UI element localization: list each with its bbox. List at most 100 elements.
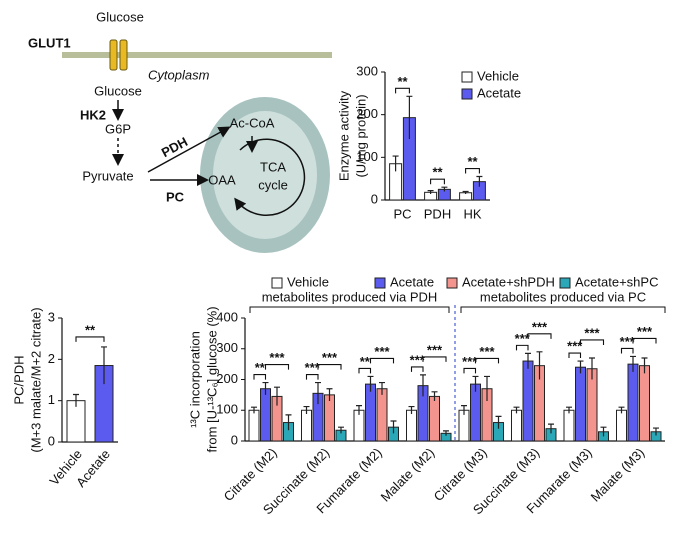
bar (260, 388, 271, 442)
bar (616, 409, 627, 442)
legend-swatch (374, 277, 386, 289)
significance-label: ** (360, 354, 371, 369)
legend-swatch (271, 277, 283, 289)
arrow (147, 126, 231, 173)
y-tick-label: 200 (356, 106, 378, 121)
bar (429, 395, 440, 442)
error-bar (548, 423, 554, 434)
significance-bracket (474, 357, 500, 364)
error-bar (589, 357, 595, 380)
error-bar (101, 346, 107, 385)
significance-label: *** (620, 334, 636, 349)
group-label: metabolites produced via PDH (262, 289, 438, 304)
significance-bracket (527, 333, 552, 339)
y-axis-label: (M+3 malate/M+2 citrate) (28, 307, 43, 452)
y-tick-label: 2 (48, 351, 55, 366)
y-tick-label: 1 (48, 392, 55, 407)
y-tick-label: 400 (216, 309, 238, 324)
error-bar (408, 405, 415, 414)
error-bar (420, 374, 426, 397)
y-axis-label: Enzyme activity (336, 90, 351, 181)
y-tick-label: 200 (216, 371, 238, 386)
y-axis-label: (U/mg protein) (353, 94, 368, 177)
legend-label: Acetate+shPDH (462, 274, 555, 289)
bar (511, 409, 522, 442)
y-axis-label: PC/PDH (11, 355, 26, 404)
error-bar (472, 375, 479, 392)
significance-bracket (430, 178, 445, 185)
label: Pyruvate (82, 168, 133, 183)
significance-label: ** (85, 322, 96, 337)
bar (522, 360, 534, 442)
error-bar (476, 175, 483, 187)
error-bar (367, 375, 374, 392)
error-bar (443, 430, 449, 436)
significance-label: ** (467, 154, 478, 169)
bar (365, 383, 376, 442)
error-bar (390, 420, 397, 434)
legend-swatch (446, 277, 458, 289)
bar (470, 383, 481, 442)
label: GLUT1 (28, 35, 71, 50)
group-bracket (249, 306, 450, 313)
significance-bracket (568, 352, 582, 359)
significance-bracket (369, 357, 395, 364)
error-bar (536, 351, 543, 380)
significance-bracket (305, 374, 319, 380)
label: TCA (260, 159, 286, 174)
error-bar (262, 381, 269, 395)
group-bracket (460, 306, 666, 313)
bar (627, 363, 639, 442)
transporter (109, 39, 118, 71)
transporter (119, 39, 128, 71)
significance-bracket (465, 167, 480, 174)
bar (248, 409, 260, 442)
x-tick-label: PDH (424, 206, 451, 221)
legend-swatch (461, 88, 473, 100)
error-bar (379, 381, 385, 395)
error-bar (653, 427, 659, 436)
label: HK2 (80, 107, 106, 122)
error-bar (431, 391, 438, 402)
cycle-arrow (234, 138, 306, 217)
y-tick-label: 100 (216, 402, 238, 417)
legend-label: Acetate (477, 85, 521, 100)
x-tick-label: HK (463, 206, 481, 221)
group-label: metabolites produced via PC (480, 289, 646, 304)
significance-label: *** (374, 344, 390, 359)
significance-bracket (358, 367, 372, 374)
bar (376, 388, 388, 442)
error-bar (630, 355, 636, 372)
significance-label: *** (462, 354, 478, 369)
error-bar (618, 406, 625, 414)
label: Ac-CoA (230, 115, 275, 130)
significance-bracket (75, 336, 105, 342)
y-tick-label: 100 (356, 149, 378, 164)
label: Glucose (96, 9, 144, 24)
significance-label: ** (255, 360, 266, 375)
x-tick-label: PC (393, 206, 411, 221)
significance-label: *** (637, 324, 653, 339)
y-axis-label: ¹³C incorporation (187, 331, 202, 428)
error-bar (338, 426, 344, 434)
membrane (62, 52, 332, 58)
bar (406, 409, 417, 442)
error-bar (600, 426, 607, 437)
significance-bracket (317, 364, 342, 370)
label: Glucose (94, 83, 142, 98)
bar (563, 409, 575, 442)
significance-label: *** (322, 350, 338, 365)
label: G6P (105, 121, 131, 136)
significance-bracket (422, 356, 447, 362)
significance-label: *** (515, 331, 531, 346)
error-bar (577, 360, 584, 374)
y-tick-label: 0 (231, 432, 238, 447)
y-tick-label: 0 (371, 191, 378, 206)
significance-bracket (264, 364, 290, 370)
error-bar (274, 386, 280, 406)
significance-label: *** (269, 350, 285, 365)
bar (575, 366, 586, 442)
error-bar (462, 190, 469, 195)
significance-bracket (253, 374, 267, 380)
label: OAA (208, 172, 236, 187)
